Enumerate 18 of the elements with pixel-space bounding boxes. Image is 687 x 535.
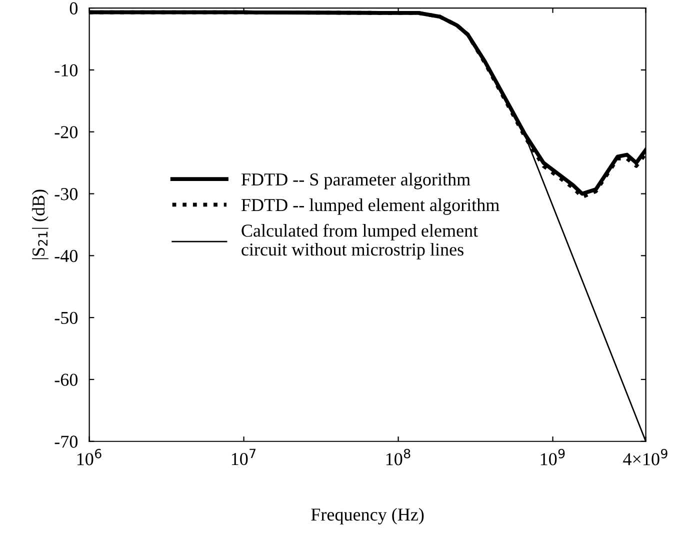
- x-tick-label: 4×10$^{9}$: [623, 448, 668, 466]
- legend-label: FDTD -- S parameter algorithm: [241, 172, 470, 190]
- y-tick-label: -30: [54, 188, 78, 200]
- y-tick-label: 0: [70, 2, 78, 14]
- x-tick-label: 10$^{6}$: [77, 448, 102, 466]
- x-tick-label: 10$^{9}$: [540, 448, 565, 466]
- y-tick-label: -70: [54, 436, 78, 448]
- y-tick-label: -60: [54, 374, 78, 386]
- x-tick-label: 10$^{8}$: [386, 448, 410, 466]
- x-axis-title: Frequency (Hz): [311, 508, 424, 524]
- y-tick-label: -50: [54, 312, 78, 324]
- legend-label: Calculated from lumped element circuit without microstrip lines: [242, 224, 478, 260]
- y-tick-label: -10: [54, 64, 78, 76]
- y-axis-title: |S$_{21}$| (dB): [32, 190, 48, 260]
- x-tick-label: 10$^{7}$: [232, 448, 256, 466]
- legend-label: FDTD -- lumped element algorithm: [241, 198, 500, 215]
- y-tick-label: -20: [54, 126, 78, 138]
- y-tick-label: -40: [54, 250, 78, 262]
